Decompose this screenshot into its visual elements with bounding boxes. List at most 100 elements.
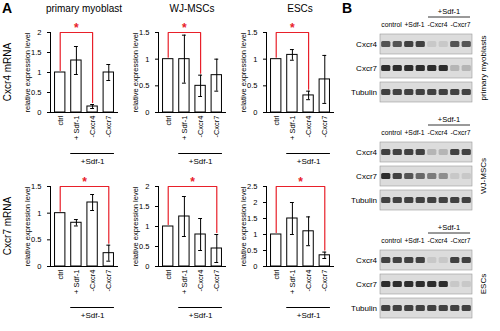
svg-text:+Sdf-1: +Sdf-1 xyxy=(438,115,460,124)
svg-text:1: 1 xyxy=(145,55,149,64)
svg-text:-Cxcr4: -Cxcr4 xyxy=(196,270,205,292)
svg-text:-Cxcr7: -Cxcr7 xyxy=(320,270,329,292)
svg-text:control: control xyxy=(381,21,402,28)
svg-text:-Cxcr4: -Cxcr4 xyxy=(304,116,313,138)
svg-text:1.5: 1.5 xyxy=(139,202,149,211)
svg-text:control: control xyxy=(381,237,402,244)
svg-text:2: 2 xyxy=(253,198,257,207)
svg-text:*: * xyxy=(298,175,303,189)
svg-text:-Cxcr7: -Cxcr7 xyxy=(450,129,470,136)
svg-text:Tubulin: Tubulin xyxy=(351,196,377,205)
svg-text:Cxcr4: Cxcr4 xyxy=(356,40,377,49)
svg-text:+ Sdf-1: + Sdf-1 xyxy=(180,116,189,140)
svg-text:+Sdf-1: +Sdf-1 xyxy=(438,7,460,16)
svg-text:0: 0 xyxy=(253,262,257,271)
svg-text:Cxcr7: Cxcr7 xyxy=(356,64,377,73)
svg-text:1: 1 xyxy=(253,230,257,239)
svg-text:-Cxcr7: -Cxcr7 xyxy=(320,116,329,138)
svg-text:1.5: 1.5 xyxy=(31,182,41,191)
svg-text:+Sdf-1: +Sdf-1 xyxy=(297,157,321,166)
svg-text:*: * xyxy=(82,175,87,189)
svg-text:2: 2 xyxy=(37,28,41,37)
svg-text:*: * xyxy=(190,175,195,189)
svg-text:0.5: 0.5 xyxy=(31,235,41,244)
svg-text:control: control xyxy=(381,129,402,136)
svg-text:2.5: 2.5 xyxy=(247,182,257,191)
svg-text:ctrl: ctrl xyxy=(272,269,281,279)
svg-text:relative expression level: relative expression level xyxy=(239,186,248,266)
svg-text:1: 1 xyxy=(145,222,149,231)
svg-text:ctrl: ctrl xyxy=(272,115,281,125)
svg-text:-Cxcr7: -Cxcr7 xyxy=(212,270,221,292)
svg-text:relative expression level: relative expression level xyxy=(131,32,140,112)
svg-text:+Sdf-1: +Sdf-1 xyxy=(189,311,213,320)
svg-text:+ Sdf-1: + Sdf-1 xyxy=(72,116,81,140)
svg-text:ctrl: ctrl xyxy=(164,269,173,279)
svg-text:-Cxcr7: -Cxcr7 xyxy=(104,270,113,292)
svg-text:2: 2 xyxy=(145,182,149,191)
svg-text:+Sdf-1: +Sdf-1 xyxy=(297,311,321,320)
svg-text:primary myoblasts: primary myoblasts xyxy=(479,36,488,101)
svg-text:0.5: 0.5 xyxy=(247,81,257,90)
svg-text:relative expression level: relative expression level xyxy=(131,186,140,266)
svg-text:ESCs: ESCs xyxy=(479,274,488,294)
svg-text:0.5: 0.5 xyxy=(139,81,149,90)
svg-text:+Sdf-1: +Sdf-1 xyxy=(189,157,213,166)
svg-text:Cxcr4: Cxcr4 xyxy=(356,148,377,157)
svg-text:+ Sdf-1: + Sdf-1 xyxy=(72,270,81,294)
svg-text:+ Sdf-1: + Sdf-1 xyxy=(288,116,297,140)
svg-text:1.5: 1.5 xyxy=(139,28,149,37)
svg-text:0: 0 xyxy=(145,108,149,117)
svg-text:+Sdf-1: +Sdf-1 xyxy=(404,129,424,136)
svg-text:Cxcr4: Cxcr4 xyxy=(356,256,377,265)
svg-text:0.5: 0.5 xyxy=(247,246,257,255)
svg-text:1: 1 xyxy=(37,68,41,77)
svg-text:Cxcr7: Cxcr7 xyxy=(356,172,377,181)
svg-text:+Sdf-1: +Sdf-1 xyxy=(404,21,424,28)
svg-text:1.5: 1.5 xyxy=(247,214,257,223)
svg-text:ctrl: ctrl xyxy=(56,115,65,125)
svg-text:relative expression level: relative expression level xyxy=(23,32,32,112)
svg-text:1.5: 1.5 xyxy=(31,48,41,57)
html-text:A: A xyxy=(2,0,13,16)
svg-text:*: * xyxy=(290,21,295,35)
svg-text:-Cxcr4: -Cxcr4 xyxy=(427,237,447,244)
svg-text:-Cxcr7: -Cxcr7 xyxy=(450,237,470,244)
svg-text:0: 0 xyxy=(145,262,149,271)
svg-text:+Sdf-1: +Sdf-1 xyxy=(438,223,460,232)
svg-text:0: 0 xyxy=(253,108,257,117)
svg-text:relative expression level: relative expression level xyxy=(23,186,32,266)
svg-text:*: * xyxy=(182,21,187,35)
svg-text:-Cxcr7: -Cxcr7 xyxy=(212,116,221,138)
svg-text:WJ-MSCs: WJ-MSCs xyxy=(479,158,488,194)
html-text:Cxcr4 mRNA: Cxcr4 mRNA xyxy=(1,42,13,102)
svg-text:1.5: 1.5 xyxy=(247,28,257,37)
svg-text:-Cxcr4: -Cxcr4 xyxy=(88,116,97,138)
svg-text:+ Sdf-1: + Sdf-1 xyxy=(180,270,189,294)
svg-text:Tubulin: Tubulin xyxy=(351,304,377,313)
svg-text:*: * xyxy=(74,21,79,35)
svg-text:Tubulin: Tubulin xyxy=(351,88,377,97)
svg-text:+Sdf-1: +Sdf-1 xyxy=(81,311,105,320)
svg-text:+Sdf-1: +Sdf-1 xyxy=(81,157,105,166)
svg-text:-Cxcr4: -Cxcr4 xyxy=(427,129,447,136)
svg-text:relative expression level: relative expression level xyxy=(239,32,248,112)
svg-text:Cxcr7: Cxcr7 xyxy=(356,280,377,289)
svg-text:-Cxcr4: -Cxcr4 xyxy=(88,270,97,292)
svg-text:ctrl: ctrl xyxy=(164,115,173,125)
svg-text:0.5: 0.5 xyxy=(139,242,149,251)
svg-text:-Cxcr7: -Cxcr7 xyxy=(104,116,113,138)
svg-text:-Cxcr4: -Cxcr4 xyxy=(196,116,205,138)
svg-text:+Sdf-1: +Sdf-1 xyxy=(404,237,424,244)
svg-text:ctrl: ctrl xyxy=(56,269,65,279)
svg-text:1: 1 xyxy=(37,209,41,218)
html-text:Cxcr7 mRNA: Cxcr7 mRNA xyxy=(1,196,13,256)
svg-text:-Cxcr4: -Cxcr4 xyxy=(304,270,313,292)
svg-text:0.5: 0.5 xyxy=(31,88,41,97)
svg-text:-Cxcr4: -Cxcr4 xyxy=(427,21,447,28)
svg-text:-Cxcr7: -Cxcr7 xyxy=(450,21,470,28)
svg-text:1: 1 xyxy=(253,55,257,64)
svg-text:0: 0 xyxy=(37,262,41,271)
svg-text:+ Sdf-1: + Sdf-1 xyxy=(288,270,297,294)
svg-text:0: 0 xyxy=(37,108,41,117)
